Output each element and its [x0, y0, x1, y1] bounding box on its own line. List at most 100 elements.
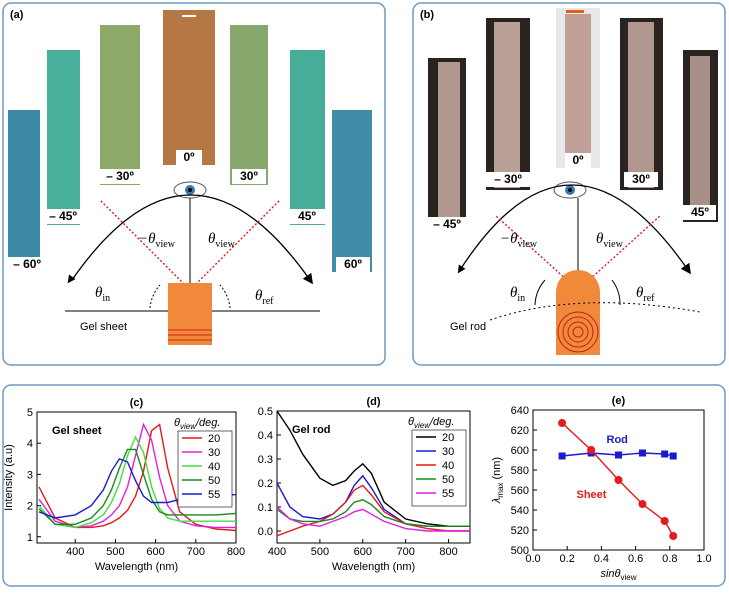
x-tick-label: 0.4 [594, 553, 609, 565]
y-tick-label: 0.0 [258, 526, 273, 538]
legend-title: θview/deg. [408, 416, 454, 430]
subscript: in [517, 293, 525, 304]
y-tick-label: 0.2 [258, 478, 273, 490]
angle-labels: – 60º – 45º – 30º 0º 30º 45º 60º [8, 150, 370, 272]
legend-entry: 20 [208, 433, 220, 445]
angle-label: 45º [298, 209, 316, 223]
symbol: θ [636, 285, 644, 301]
object-label: Gel rod [450, 321, 486, 333]
symbol: θ [95, 285, 103, 301]
chart-title: (d) [366, 396, 380, 408]
series-label: Sheet [577, 489, 607, 501]
plot-frame [532, 409, 705, 551]
chart-title: (c) [130, 397, 144, 409]
label-sub: max [496, 483, 505, 498]
series-line [38, 435, 236, 529]
panel-label: (b) [420, 9, 434, 21]
marker [669, 452, 677, 460]
series-line [38, 423, 237, 532]
legend-entry: 50 [442, 474, 454, 486]
y-tick-label: 0.3 [258, 454, 273, 466]
panel-cde-frame [2, 384, 726, 587]
marker [638, 500, 647, 508]
angle-label: 60º [344, 257, 362, 271]
angle-symbol: θview [208, 231, 236, 250]
legend-sub: view [180, 422, 197, 431]
x-tick-label: 800 [227, 546, 245, 558]
angle-label: – 45º [49, 209, 77, 223]
legend-entry: 20 [442, 432, 454, 444]
photo-strips [428, 8, 718, 232]
photo-strips [8, 10, 372, 272]
angle-label: 0º [183, 150, 195, 164]
angle-symbol: θref [255, 288, 274, 307]
legend-title: θview/deg. [174, 417, 220, 431]
legend-entry: 50 [208, 475, 220, 487]
panel-a-frame [2, 2, 386, 366]
legend-box [411, 429, 467, 507]
subscript: ref [643, 293, 655, 304]
marker [660, 517, 669, 525]
label-symbol: λ [491, 498, 503, 504]
series-line [38, 422, 236, 529]
panel-b: (b) – 45º – 30º 0º 30º 45º −θview θview … [420, 8, 718, 355]
legend-unit: /deg. [195, 417, 220, 429]
legend-symbol: θ [408, 416, 414, 428]
symbol: −θ [138, 231, 156, 247]
marker [661, 450, 669, 458]
x-tick-label: 0.2 [560, 553, 575, 565]
y-tick-label: 580 [511, 465, 529, 477]
panel-a: (a) – 60º – 45º – 30º 0º 30º 45º 60º −θv… [8, 9, 372, 345]
label-unit: (nm) [491, 457, 503, 483]
angle-label: 0º [572, 153, 584, 167]
x-tick-label: 700 [396, 546, 414, 558]
series-line [276, 499, 470, 527]
series-line [276, 410, 470, 527]
angle-symbol: θin [510, 285, 525, 304]
legend-entry: 30 [442, 446, 454, 458]
legend-entry: 30 [208, 447, 220, 459]
diagram [457, 181, 701, 355]
y-tick-label: 0.4 [258, 430, 273, 442]
plot-frame [36, 411, 237, 544]
x-tick-label: 0.6 [628, 553, 643, 565]
symbol: θ [510, 285, 518, 301]
marker [587, 446, 596, 454]
y-tick-label: 620 [511, 425, 529, 437]
chart: (c) 400 500 600 700 800 1 2 3 4 5 Wavelength (nm) In… [3, 397, 245, 573]
angle-symbol: θin [95, 285, 110, 304]
legend-unit: /deg. [429, 416, 454, 428]
label-sub: view [621, 573, 637, 582]
x-tick-label: 500 [311, 546, 329, 558]
x-tick-label: 700 [187, 546, 205, 558]
subscript: view [156, 239, 176, 250]
x-tick-label: 1.0 [696, 553, 711, 565]
diagram [65, 181, 320, 345]
chart: (e) 0.0 0.2 0.4 0.6 0.8 1.0 500 520 540 560 580 600 6… [491, 395, 712, 582]
subscript: view [215, 239, 235, 250]
angle-label: – 60º [13, 257, 41, 271]
chart: (d) 400 500 600 700 800 0.0 0.1 0.2 0.3 0.4 0.5 Wave… [258, 396, 471, 573]
x-tick-label: 800 [439, 546, 457, 558]
y-tick-label: 500 [511, 545, 529, 557]
marker [638, 449, 646, 457]
y-tick-label: 540 [511, 505, 529, 517]
y-tick-label: 0.1 [258, 502, 273, 514]
subscript: in [102, 293, 110, 304]
angle-symbol: −θview [138, 231, 176, 250]
y-tick-label: 600 [511, 445, 529, 457]
plot-frame [276, 410, 471, 544]
series-line [276, 484, 470, 537]
angle-label: 30º [240, 169, 258, 183]
y-tick-label: 5 [27, 407, 33, 419]
axis-label: Wavelength (nm) [332, 561, 415, 573]
angle-labels: – 45º – 30º 0º 30º 45º [428, 153, 716, 232]
x-tick-label: 500 [106, 546, 124, 558]
axis-label: Wavelength (nm) [95, 561, 178, 573]
marker [669, 532, 678, 540]
symbol: −θ [500, 231, 518, 247]
label-text: Wavelength (nm) [332, 561, 415, 573]
x-tick-label: 0.0 [525, 553, 540, 565]
annotation: Gel sheet [52, 425, 102, 437]
